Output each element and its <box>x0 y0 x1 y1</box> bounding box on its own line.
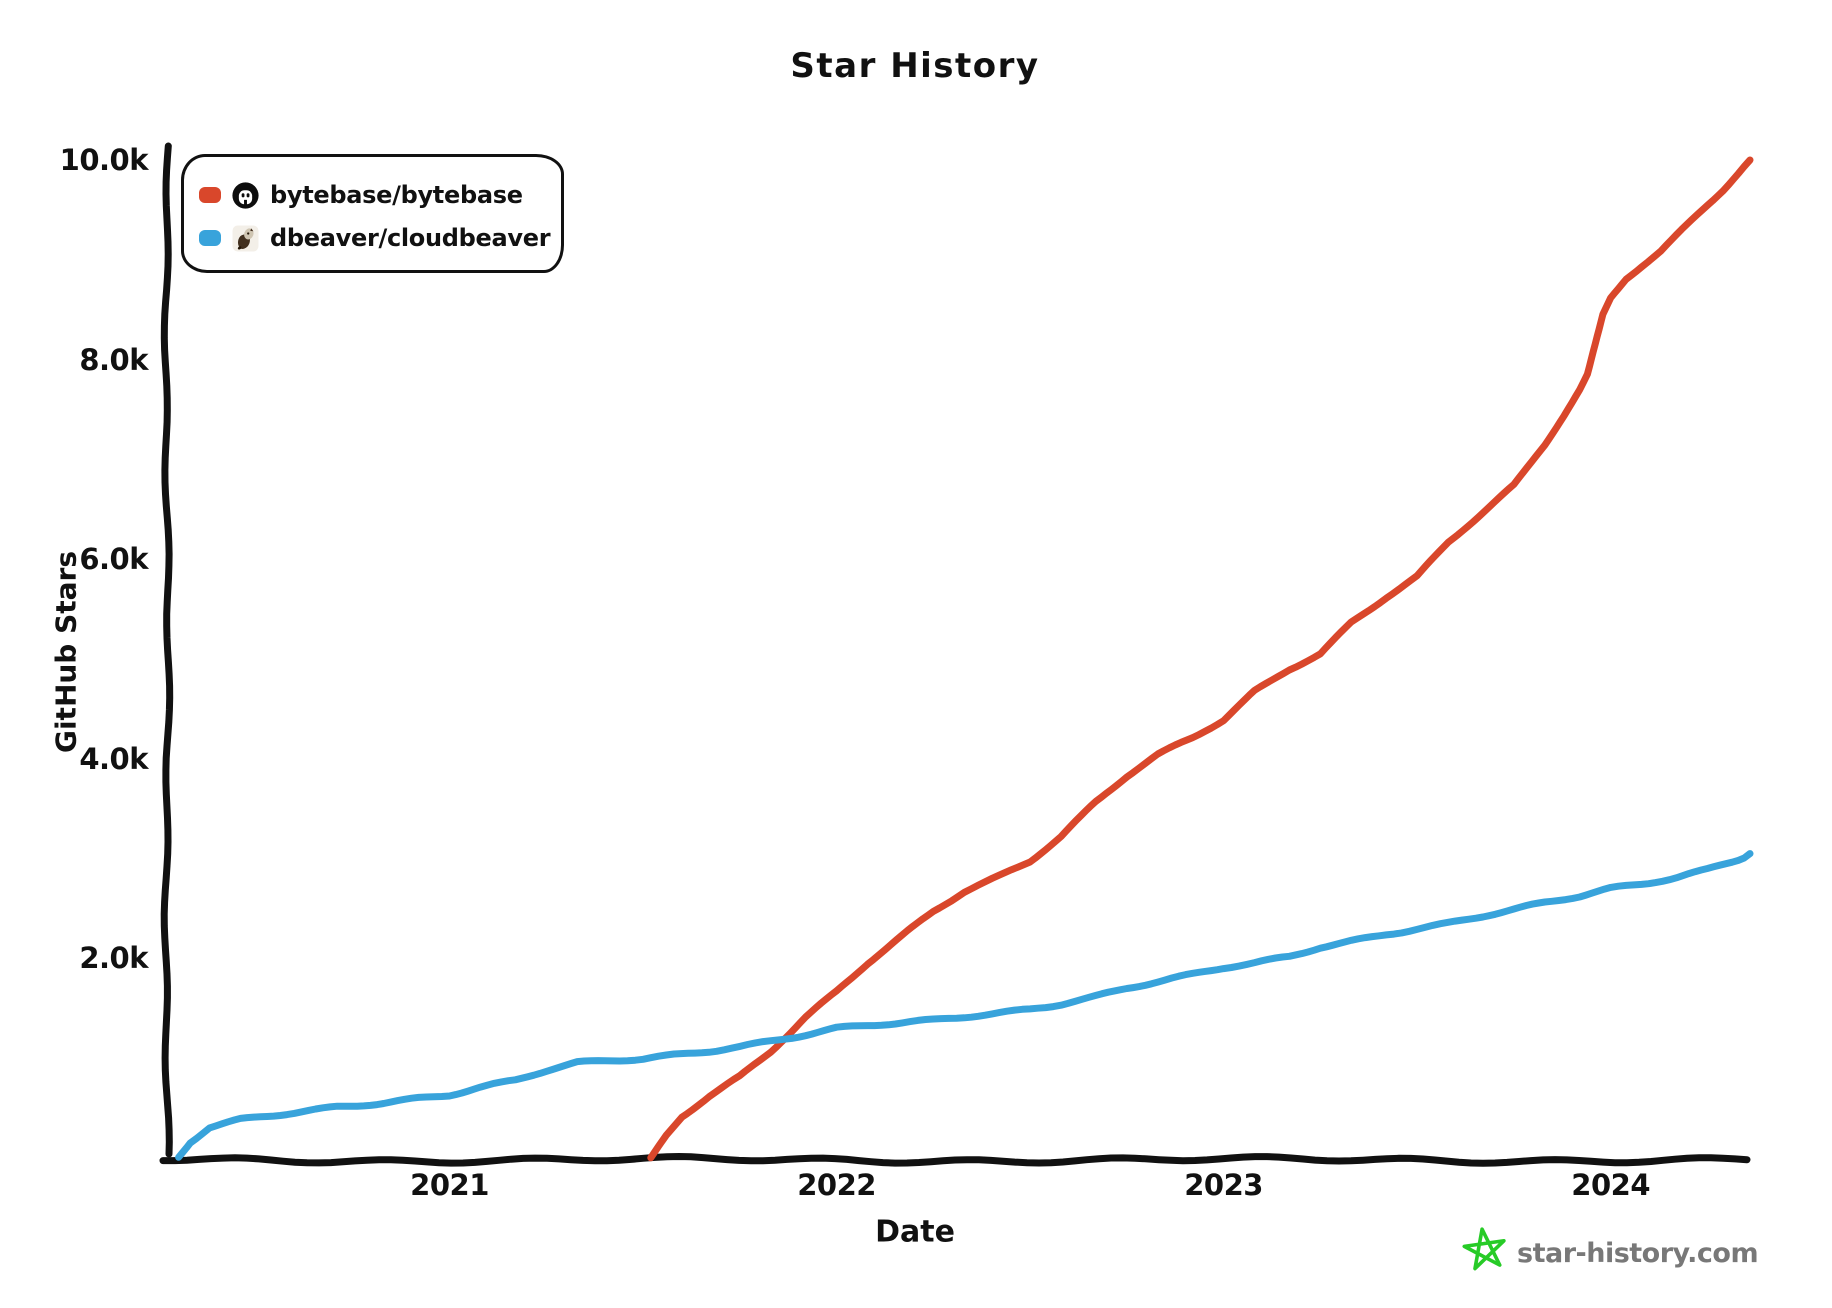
brand-text: star-history.com <box>1517 1237 1759 1269</box>
star-history-logo-icon <box>1462 1226 1508 1280</box>
legend: bytebase/bytebase dbeaver/cloudbeaver <box>181 154 564 273</box>
x-tick-2022: 2022 <box>797 1168 876 1202</box>
series-line-bytebase <box>647 156 1754 1162</box>
y-tick-6.0k: 6.0k <box>79 542 148 577</box>
legend-label: dbeaver/cloudbeaver <box>270 224 551 252</box>
chart-title: Star History <box>790 46 1040 86</box>
legend-item-cloudbeaver: dbeaver/cloudbeaver <box>199 220 561 256</box>
dbeaver-beaver-avatar-icon <box>232 225 259 252</box>
bytebase-avatar-icon <box>232 181 259 209</box>
x-tick-2021: 2021 <box>410 1168 489 1202</box>
y-tick-4.0k: 4.0k <box>79 741 148 776</box>
y-axis-title: GitHub Stars <box>49 550 83 754</box>
series-color-swatch <box>199 230 221 246</box>
legend-label: bytebase/bytebase <box>270 181 523 209</box>
x-axis-line <box>159 1152 1751 1167</box>
series-line-cloudbeaver <box>175 850 1754 1161</box>
x-axis-title: Date <box>875 1214 955 1250</box>
y-tick-10.0k: 10.0k <box>59 143 149 177</box>
y-axis-line <box>160 142 174 1158</box>
legend-item-bytebase: bytebase/bytebase <box>199 177 561 213</box>
series-color-swatch <box>199 187 221 203</box>
x-tick-2023: 2023 <box>1184 1168 1263 1202</box>
y-tick-2.0k: 2.0k <box>79 941 148 976</box>
x-tick-2024: 2024 <box>1571 1168 1651 1202</box>
brand-footer: star-history.com <box>1462 1226 1759 1280</box>
y-tick-8.0k: 8.0k <box>79 342 148 377</box>
